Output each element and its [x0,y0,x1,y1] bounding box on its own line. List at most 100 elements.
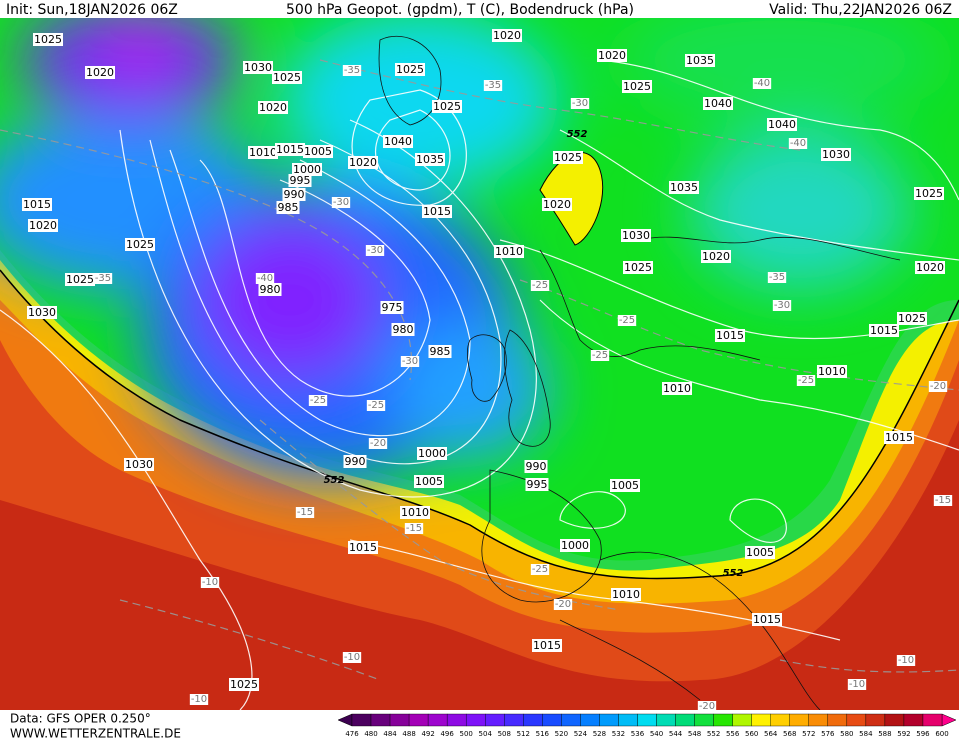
temperature-label-group: -40 [255,273,275,284]
temperature-label: -15 [297,507,313,518]
colorbar-swatch [656,713,676,727]
pressure-label-box [400,506,430,519]
colorbar-label: 492 [421,730,434,738]
pressure-label-group: 985 [276,201,300,214]
colorbar-swatch [846,713,867,727]
colorbar-label: 588 [878,730,891,738]
pressure-label-box [553,151,583,164]
pressure-label-box [380,301,404,314]
temperature-label: -25 [368,400,384,411]
pressure-label-group: 1025 [432,100,462,113]
colorbar-label: 596 [916,730,930,738]
pressure-label-box [272,71,302,84]
pressure-label-group: 1040 [383,135,413,148]
colorbar-swatch [808,713,829,727]
pressure-label-box [821,148,851,161]
pressure-label-box [525,478,549,491]
temperature-label: -25 [532,280,548,291]
temperature-label: -25 [592,350,608,361]
temperature-label-box [570,98,590,109]
temperature-label-box [896,655,916,666]
pressure-label: 1020 [702,250,730,263]
temperature-label-group: -30 [570,98,590,109]
temperature-label-group: -30 [400,356,420,367]
pressure-label-group: 1020 [492,29,522,42]
pressure-label: 1005 [304,145,332,158]
temperature-label: -30 [367,245,383,256]
pressure-label-box [662,382,692,395]
colorbar-swatch [865,713,886,727]
colorbar-swatch [618,713,638,727]
pressure-label-box [622,80,652,93]
pressure-label-box [258,101,288,114]
temperature-label-group: -20 [697,701,717,710]
pressure-label: 1020 [543,198,571,211]
pressure-label-group: 1015 [422,205,452,218]
pressure-label-group: 1025 [622,80,652,93]
temperature-label-group: -25 [308,395,328,406]
pressure-label: 1040 [384,135,412,148]
pressure-label: 1015 [423,205,451,218]
pressure-label: 995 [290,174,311,187]
colorbar-label: 560 [745,730,758,738]
pressure-label-group: 1015 [275,143,305,156]
pressure-label-box [348,541,378,554]
pressure-label-box [343,455,367,468]
colorbar-label: 552 [707,730,720,738]
temperature-label: -10 [344,652,360,663]
pressure-label-group: 1020 [258,101,288,114]
pressure-label-box [621,229,651,242]
temperature-label: -20 [370,438,386,449]
temperature-label-box [767,272,787,283]
colorbar: 476 480 484 488 492 496 500 504 508 512 516 520 524 5… [337,713,957,738]
temperature-label-box [368,438,388,449]
temperature-label-box [553,599,573,610]
pressure-label-group: 1015 [752,613,782,626]
pressure-label-group: 1010 [817,365,847,378]
pressure-label-box [275,143,305,156]
pressure-label-box [276,201,300,214]
temperature-label-box [847,679,867,690]
temperature-label-group: -10 [847,679,867,690]
temperature-label-box [617,315,637,326]
pressure-label-group: 1040 [703,97,733,110]
colorbar-swatch [351,713,372,727]
temperature-label: -25 [532,564,548,575]
temperature-label-box [483,80,503,91]
colorbar-swatch [732,713,752,727]
colorbar-label: 592 [897,730,910,738]
colorbar-label: 564 [764,730,778,738]
colorbar-swatch [827,713,848,727]
temperature-label-group: -25 [530,564,550,575]
pressure-label-group: 1030 [124,458,154,471]
pressure-label: 990 [345,455,366,468]
pressure-label-box [292,163,322,176]
colorbar-label: 496 [440,730,454,738]
pressure-label-box [915,261,945,274]
pressure-label-box [752,613,782,626]
valid-time: Valid: Thu,22JAN2026 06Z [769,2,952,18]
pressure-label-box [243,61,273,74]
temperature-label: -10 [191,694,207,705]
colorbar-swatch [903,713,924,727]
temperature-label-box [255,273,275,284]
pressure-label-group: 1010 [662,382,692,395]
temperature-label: -35 [769,272,785,283]
geopotential-label: 552 [723,568,744,579]
pressure-label-group: 1025 [395,63,425,76]
temperature-label-box [400,356,420,367]
pressure-label-box [258,283,282,296]
pressure-label-group: 1025 [125,238,155,251]
geopotential-label-group: 552 [723,568,744,579]
temperature-label-box [590,350,610,361]
colorbar-label: 544 [669,730,683,738]
pressure-label: 1000 [293,163,321,176]
temperature-label: -30 [774,300,790,311]
pressure-label: 1020 [349,156,377,169]
pressure-label-box [33,33,63,46]
geopotential-label-group: 552 [567,129,588,140]
pressure-label-group: 1025 [623,261,653,274]
pressure-label: 1025 [126,238,154,251]
temperature-label-box [928,381,948,392]
pressure-label: 1010 [818,365,846,378]
